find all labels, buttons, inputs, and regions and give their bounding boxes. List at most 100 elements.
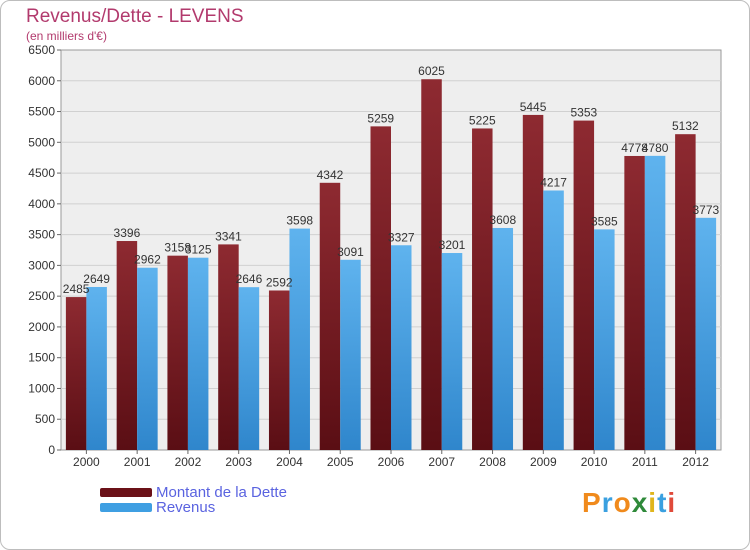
x-tick-label: 2010 [581, 455, 608, 469]
bar-revenus [594, 229, 615, 450]
value-label-revenus: 2646 [236, 272, 263, 286]
x-tick-label: 2008 [479, 455, 506, 469]
bar-revenus [492, 227, 514, 450]
bar-dette [218, 244, 239, 450]
chart-subtitle: (en milliers d'€) [26, 29, 107, 43]
legend-item-dette: Montant de la Dette [100, 484, 287, 501]
bar-revenus [391, 245, 412, 450]
bar-dette [65, 297, 87, 450]
x-tick-label: 2006 [378, 455, 405, 469]
value-label-revenus: 3327 [388, 230, 415, 244]
bar-revenus [695, 217, 717, 450]
bar-revenus [238, 287, 260, 450]
y-tick-label: 2500 [28, 289, 55, 303]
value-label-dette: 4778 [621, 141, 648, 155]
y-tick-label: 5000 [28, 135, 55, 149]
value-label-dette: 3396 [114, 226, 141, 240]
x-tick-label: 2011 [632, 455, 658, 469]
bar-dette [472, 128, 493, 450]
legend-swatch-dette [100, 488, 152, 497]
x-tick-label: 2001 [124, 455, 151, 469]
value-label-dette: 5132 [672, 119, 699, 133]
value-label-revenus: 3091 [337, 245, 364, 259]
value-label-revenus: 3201 [439, 238, 466, 252]
legend-item-revenus: Revenus [100, 499, 287, 516]
legend: Montant de la Dette Revenus [100, 484, 287, 516]
logo-letter: o [613, 487, 632, 518]
x-tick-label: 2012 [682, 455, 709, 469]
y-tick-label: 1000 [28, 381, 55, 395]
logo-letter: i [648, 487, 658, 518]
logo-letter: x [631, 487, 649, 518]
x-tick-label: 2007 [428, 455, 455, 469]
y-tick-label: 5500 [28, 105, 55, 119]
bar-revenus [340, 259, 361, 450]
bar-dette [268, 290, 290, 450]
proxiti-logo: Proxiti [582, 487, 676, 519]
y-tick-label: 4500 [28, 166, 55, 180]
value-label-revenus: 3608 [489, 213, 516, 227]
x-tick-label: 2009 [530, 455, 557, 469]
legend-label-revenus: Revenus [156, 499, 216, 516]
x-tick-label: 2002 [175, 455, 202, 469]
value-label-revenus: 3125 [185, 243, 212, 257]
value-label-revenus: 2962 [134, 253, 161, 267]
bar-revenus [137, 267, 158, 450]
x-tick-label: 2005 [327, 455, 354, 469]
value-label-revenus: 3585 [591, 214, 618, 228]
y-tick-label: 3000 [28, 258, 55, 272]
value-label-dette: 5445 [520, 100, 547, 114]
bar-revenus [441, 253, 463, 450]
value-label-dette: 3158 [164, 241, 191, 255]
bar-revenus [86, 286, 107, 450]
bar-revenus [644, 155, 666, 450]
value-label-revenus: 4217 [540, 175, 567, 189]
value-label-dette: 6025 [418, 64, 445, 78]
bar-dette [116, 241, 138, 450]
bar-dette [319, 182, 341, 451]
logo-letter: t [657, 487, 668, 518]
logo-letter: r [601, 487, 614, 518]
value-label-dette: 2592 [266, 275, 293, 289]
value-label-dette: 5259 [367, 111, 394, 125]
value-label-revenus: 3598 [286, 214, 313, 228]
x-axis: 2000 2001 2002 2003 2004 2005 2006 2007 2008 2009… [73, 450, 709, 469]
y-tick-label: 500 [35, 412, 55, 426]
y-tick-label: 3500 [28, 228, 55, 242]
value-label-revenus: 3773 [693, 203, 720, 217]
bar-dette [675, 134, 696, 450]
y-tick-label: 6500 [28, 43, 55, 57]
bar-dette [624, 155, 645, 450]
bar-revenus [289, 228, 310, 450]
logo-letter: i [667, 487, 677, 518]
y-tick-label: 0 [48, 443, 55, 457]
value-label-dette: 5353 [570, 106, 597, 120]
y-axis: 0 500 1000 1500 2000 2500 3000 3500 4000 4500 5000… [28, 43, 61, 457]
value-label-dette: 3341 [215, 229, 242, 243]
bar-dette [522, 114, 544, 450]
value-label-revenus: 4780 [642, 141, 669, 155]
y-tick-label: 6000 [28, 74, 55, 88]
y-tick-label: 2000 [28, 320, 55, 334]
y-tick-label: 1500 [28, 351, 55, 365]
legend-label-dette: Montant de la Dette [156, 484, 287, 501]
bars [65, 79, 717, 451]
value-label-revenus: 2649 [83, 272, 110, 286]
value-label-dette: 2485 [63, 282, 90, 296]
bar-dette [573, 120, 595, 450]
bar-dette [370, 126, 391, 450]
legend-swatch-revenus [100, 503, 152, 512]
bar-dette [167, 255, 188, 450]
x-tick-label: 2003 [225, 455, 252, 469]
x-tick-label: 2004 [276, 455, 303, 469]
logo-letter: P [582, 487, 602, 518]
bar-revenus [187, 257, 209, 450]
x-tick-label: 2000 [73, 455, 100, 469]
value-label-dette: 5225 [469, 113, 496, 127]
value-label-dette: 4342 [317, 168, 344, 182]
bar-revenus [543, 190, 564, 450]
chart-title: Revenus/Dette - LEVENS [26, 6, 244, 27]
bar-dette [421, 79, 442, 450]
